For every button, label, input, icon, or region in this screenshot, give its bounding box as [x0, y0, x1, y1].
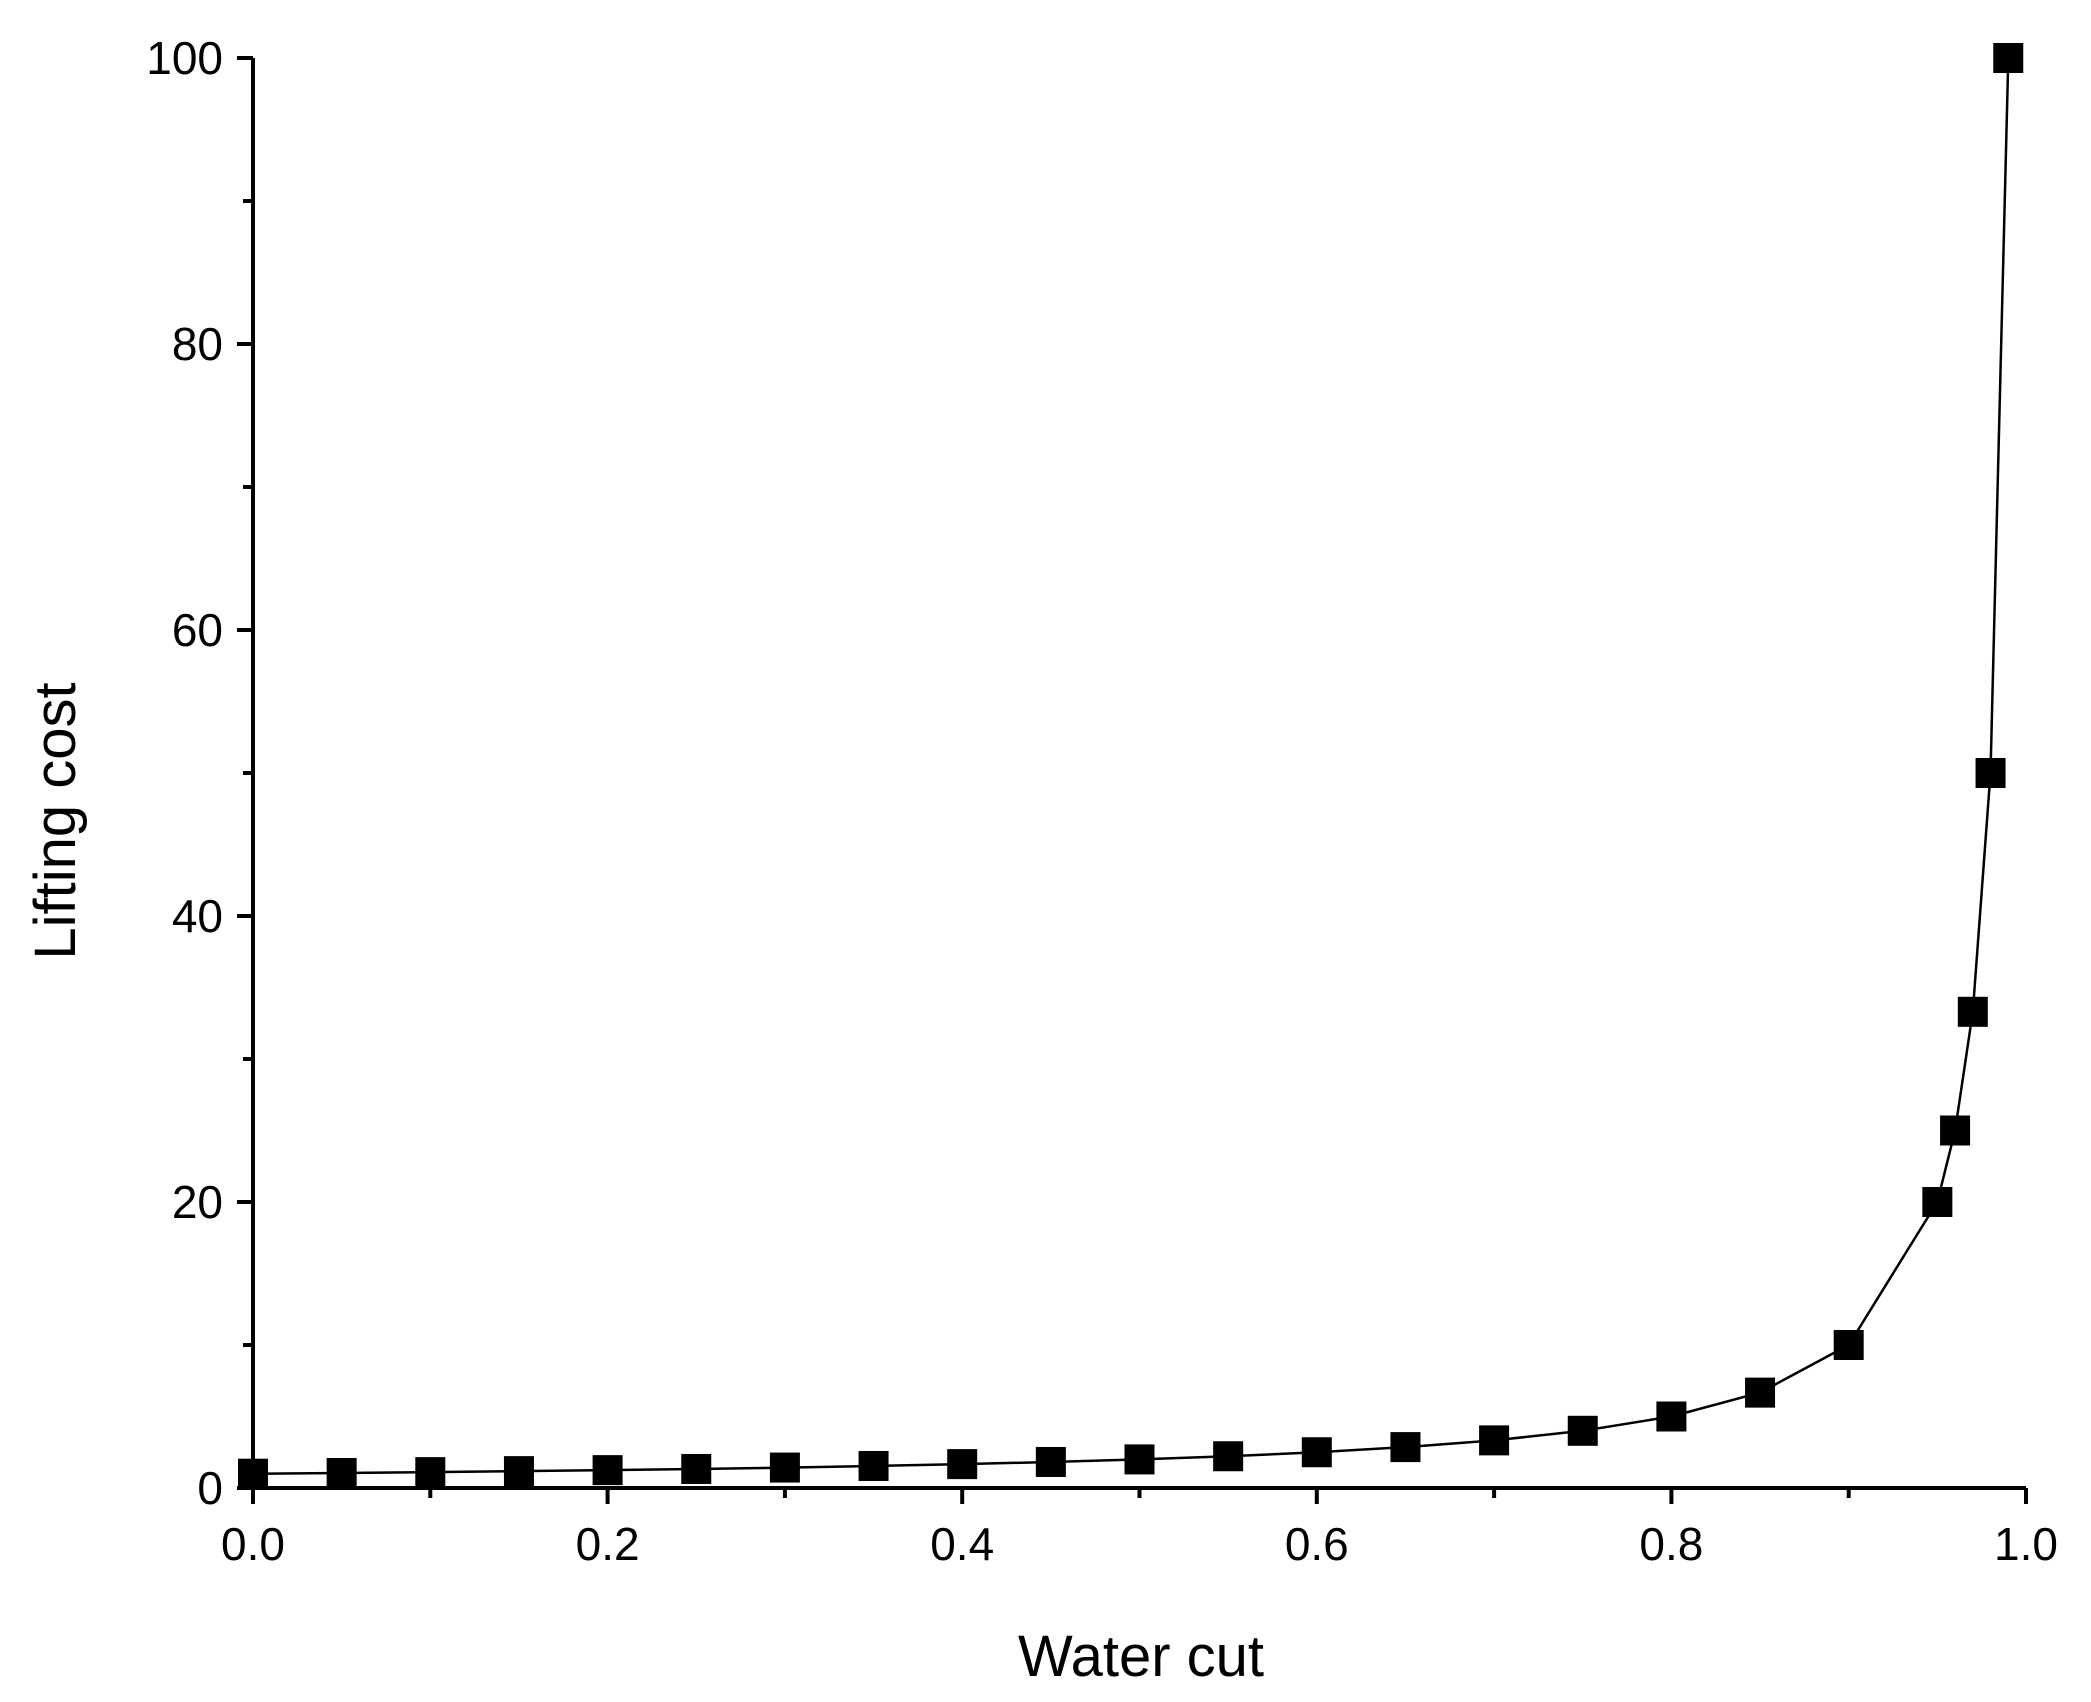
data-point-marker [1390, 1432, 1421, 1463]
data-point-marker [769, 1452, 800, 1483]
data-point-marker [1301, 1437, 1332, 1468]
x-tick-label: 0.2 [576, 1518, 640, 1570]
data-point-marker [1745, 1377, 1776, 1408]
data-point-marker [947, 1449, 978, 1480]
data-point-marker [592, 1455, 623, 1486]
data-point-marker [1124, 1444, 1155, 1475]
y-tick-label: 60 [172, 604, 223, 656]
x-axis-title: Water cut [1018, 1624, 1264, 1689]
x-tick-label: 0.6 [1285, 1518, 1349, 1570]
y-tick-label: 80 [172, 318, 223, 370]
y-tick-label: 100 [146, 32, 223, 84]
x-tick-label: 0.0 [221, 1518, 285, 1570]
x-tick-label: 0.4 [930, 1518, 994, 1570]
data-point-marker [1213, 1441, 1244, 1472]
y-tick-label: 0 [197, 1462, 223, 1514]
data-point-marker [681, 1453, 712, 1484]
y-tick-label: 40 [172, 890, 223, 942]
series-line [252, 57, 2010, 1475]
data-point-marker [1922, 1187, 1953, 1217]
data-point-marker [1975, 758, 2006, 788]
plot-area [238, 43, 2024, 1489]
x-tick-label: 1.0 [1994, 1518, 2058, 1570]
data-point-marker [1833, 1330, 1864, 1360]
data-point-marker [1567, 1415, 1598, 1446]
x-tick-label: 0.8 [1639, 1518, 1703, 1570]
data-point-marker [1993, 43, 2024, 73]
data-point-marker [1656, 1401, 1687, 1432]
data-point-marker [1957, 996, 1988, 1027]
data-point-marker [1035, 1446, 1066, 1477]
data-point-marker [1940, 1115, 1971, 1146]
data-point-marker [326, 1457, 357, 1488]
axes: 0.0 0.2 0.4 0.6 0.8 1.0 0 20 40 60 80 100 [146, 32, 2058, 1570]
data-point-marker [415, 1457, 446, 1488]
data-point-marker [1479, 1425, 1510, 1456]
y-axis-title: Lifting cost [23, 682, 88, 959]
data-point-marker [858, 1450, 889, 1481]
y-tick-label: 20 [172, 1176, 223, 1228]
data-point-marker [503, 1456, 534, 1487]
